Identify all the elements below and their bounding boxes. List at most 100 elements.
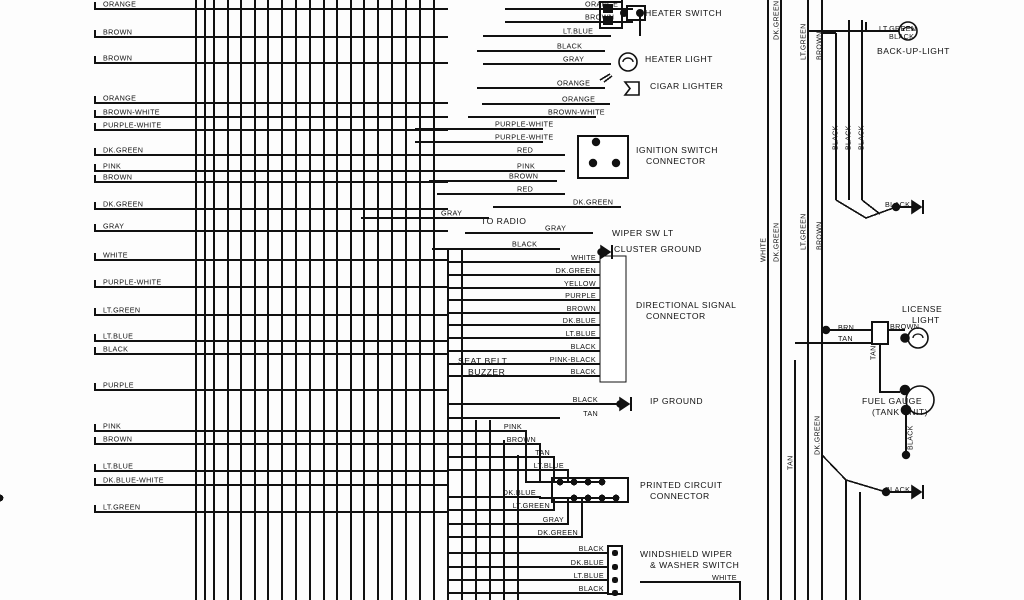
component-label-wiper-switch-lt: WIPER SW LT: [612, 228, 674, 238]
trunk-label-19: TAN: [838, 334, 853, 343]
printed-circuit-label-2: TAN: [535, 448, 550, 457]
inline-label-wiper-gray: GRAY: [545, 224, 566, 233]
printed-circuit-label-6: LT.GREEN: [513, 501, 550, 510]
wiper-switch-label-4: WHITE: [712, 573, 737, 582]
left-wire-label-1: BROWN: [103, 28, 132, 37]
component-label-to-radio: TO RADIO: [481, 216, 526, 226]
trunk-label-17: LT.GREEN: [879, 24, 916, 33]
trunk-label-12: TAN: [871, 345, 878, 360]
component-label2-ignition-switch-connector: CONNECTOR: [646, 156, 706, 166]
wiper-switch-label-2: LT.BLUE: [574, 571, 604, 580]
left-wire-17: [94, 424, 448, 432]
component-label-fuel-gauge-tank-unit: FUEL GAUGE: [862, 396, 922, 406]
component-label-ignition-switch-connector: IGNITION SWITCH: [636, 145, 718, 155]
printed-circuit-pin-5: [570, 494, 578, 502]
wiper-switch-pin-2: [611, 576, 619, 584]
inline-label-ign-orange: ORANGE: [562, 95, 595, 104]
directional-wire-label-7: BLACK: [571, 342, 596, 351]
component-label2-printed-circuit-connector: CONNECTOR: [650, 491, 710, 501]
wiper-switch-label-0: BLACK: [579, 544, 604, 553]
left-wire-bus: [94, 2, 448, 513]
printed-circuit-wire-0: [448, 430, 560, 483]
left-wire-label-18: BROWN: [103, 435, 132, 444]
left-wire-21: [94, 505, 448, 513]
trunk-label-0: DK.GREEN: [774, 1, 781, 40]
printed-circuit-pin-8: [612, 494, 620, 502]
directional-wire-label-5: DK.BLUE: [563, 316, 596, 325]
component-label-heater-light: HEATER LIGHT: [645, 54, 713, 64]
left-wire-10: [94, 224, 448, 232]
inline-label-ign-pw-1: PURPLE-WHITE: [495, 120, 554, 129]
left-wire-label-17: PINK: [103, 422, 121, 431]
trunk-label-18: BRN: [838, 323, 854, 332]
left-wire-5: [94, 123, 448, 131]
wiper-switch-label-3: BLACK: [579, 584, 604, 593]
component-label2-directional-signal-connector: CONNECTOR: [646, 311, 706, 321]
printed-circuit-label-0: PINK: [504, 422, 522, 431]
directional-wire-label-8: PINK-BLACK: [550, 355, 596, 364]
left-wire-2: [94, 56, 448, 64]
inline-label-heater-orange: ORANGE: [585, 0, 618, 9]
cigar-lighter-symbol: [599, 73, 640, 96]
directional-signal-connector-body: [599, 255, 627, 383]
component-label2-fuel-gauge-tank-unit: (TANK UNIT): [872, 407, 928, 417]
trunk-label-2: DK.GREEN: [774, 223, 781, 262]
component-label2-seat-belt-buzzer: BUZZER: [468, 367, 505, 377]
left-wire-20: [94, 478, 448, 486]
left-wire-19: [94, 464, 448, 472]
inline-label-radio-gray: GRAY: [441, 209, 462, 218]
left-wire-label-20: DK.BLUE-WHITE: [103, 476, 164, 485]
inline-label-ign-brown: BROWN: [509, 172, 538, 181]
left-wire-label-14: LT.BLUE: [103, 332, 133, 341]
printed-circuit-pin-1: [570, 478, 578, 486]
left-wire-label-3: ORANGE: [103, 94, 136, 103]
left-wire-3: [94, 96, 448, 104]
component-label-printed-circuit-connector: PRINTED CIRCUIT: [640, 480, 723, 490]
trunk-label-4: LT.GREEN: [801, 213, 808, 250]
ip-ground-label-1: TAN: [583, 409, 598, 418]
component-label-directional-signal-connector: DIRECTIONAL SIGNAL: [636, 300, 736, 310]
inline-label-ign-pw-2: PURPLE-WHITE: [495, 133, 554, 142]
printed-circuit-label-5: DK.BLUE: [503, 488, 536, 497]
left-wire-12: [94, 280, 448, 288]
trunk-label-14: BLACK: [885, 200, 910, 209]
left-wire-15: [94, 347, 448, 355]
component-label-license-light: LICENSE: [902, 304, 942, 314]
left-wire-18: [94, 437, 448, 445]
trunk-label-16: BLACK: [889, 32, 914, 41]
cluster-ground-symbol: [597, 244, 613, 260]
printed-circuit-label-3: LT.BLUE: [534, 461, 564, 470]
left-wire-label-0: ORANGE: [103, 0, 136, 9]
directional-wire-label-6: LT.BLUE: [566, 329, 596, 338]
trunk-label-6: BROWN: [817, 221, 824, 250]
left-wire-14: [94, 334, 448, 342]
printed-circuit-pin-7: [598, 494, 606, 502]
right-harness-trunk: [767, 0, 935, 600]
directional-wire-label-9: BLACK: [571, 367, 596, 376]
left-wire-label-13: LT.GREEN: [103, 306, 140, 315]
component-label-cigar-lighter: CIGAR LIGHTER: [650, 81, 723, 91]
inline-label-cigar-orange: ORANGE: [557, 79, 590, 88]
left-wire-label-21: LT.GREEN: [103, 503, 140, 512]
left-wire-label-12: PURPLE-WHITE: [103, 278, 162, 287]
left-wire-label-7: PINK: [103, 162, 121, 171]
inline-label-ign-dkgreen: DK.GREEN: [573, 198, 613, 207]
left-wire-label-5: PURPLE-WHITE: [103, 121, 162, 130]
ground-symbols: [597, 244, 632, 412]
trunk-label-5: BROWN: [817, 31, 824, 60]
wiper-switch-pin-3: [611, 589, 619, 597]
component-label2-license-light: LIGHT: [912, 315, 940, 325]
component-label-seat-belt-buzzer: SEAT BELT: [458, 356, 508, 366]
component-label-heater-switch: HEATER SWITCH: [645, 8, 722, 18]
left-wire-11: [94, 253, 448, 261]
printed-circuit-pin-6: [584, 494, 592, 502]
inline-label-heater-brown: BROWN: [585, 13, 614, 22]
trunk-label-11: DK.GREEN: [815, 416, 822, 455]
directional-wire-label-1: DK.GREEN: [556, 266, 596, 275]
left-wire-13: [94, 308, 448, 316]
printed-circuit-label-8: DK.GREEN: [538, 528, 578, 537]
wiper-switch-label-1: DK.BLUE: [571, 558, 604, 567]
directional-wire-label-4: BROWN: [567, 304, 596, 313]
